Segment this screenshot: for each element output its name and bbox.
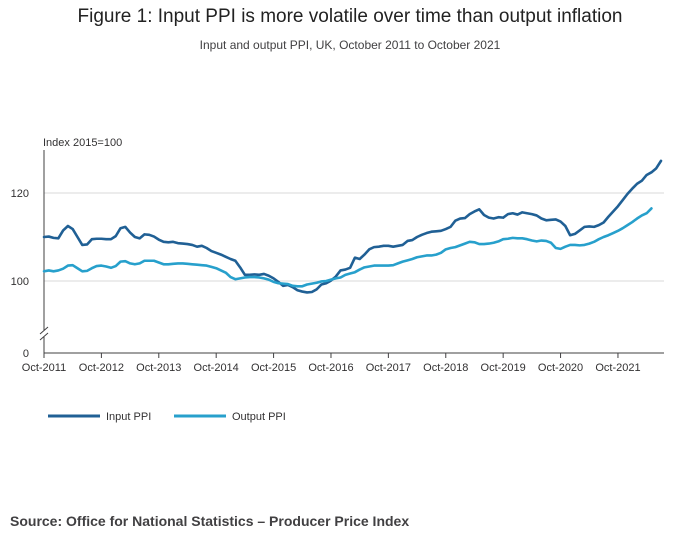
x-tick-label: Oct-2021 — [595, 362, 640, 374]
y-tick-label: 0 — [23, 348, 29, 360]
x-tick-label: Oct-2012 — [79, 362, 124, 374]
line-chart: Index 2015=100 0 100 120 Oct-2011 Oct-2012 Oc… — [11, 137, 664, 423]
x-tick-label: Oct-2013 — [136, 362, 181, 374]
x-tick-label: Oct-2018 — [423, 362, 468, 374]
x-tick-label: Oct-2015 — [251, 362, 296, 374]
axis-break-mark — [39, 326, 49, 341]
chart-title: Figure 1: Input PPI is more volatile ove… — [77, 6, 623, 27]
chart-subtitle: Input and output PPI, UK, October 2011 t… — [199, 38, 501, 52]
gridlines — [44, 192, 664, 282]
x-tick-label: Oct-2020 — [538, 362, 583, 374]
series-line-output-ppi[interactable] — [42, 207, 653, 288]
legend-label: Input PPI — [106, 411, 151, 423]
legend: Input PPI Output PPI — [48, 411, 286, 423]
y-tick-label: 100 — [11, 276, 29, 288]
y-tick-label: 120 — [11, 188, 29, 200]
series — [42, 159, 663, 294]
source-note: Source: Office for National Statistics –… — [10, 513, 410, 529]
x-tick-label: Oct-2016 — [308, 362, 353, 374]
x-tick-label: Oct-2017 — [366, 362, 411, 374]
x-tick-label: Oct-2014 — [194, 362, 239, 374]
series-line-input-ppi[interactable] — [42, 159, 663, 294]
x-tick-label: Oct-2011 — [22, 362, 66, 374]
y-axis-label: Index 2015=100 — [43, 137, 122, 149]
x-tick-label: Oct-2019 — [481, 362, 526, 374]
legend-label: Output PPI — [232, 411, 286, 423]
axes: Index 2015=100 0 100 120 Oct-2011 Oct-2012 Oc… — [11, 137, 664, 374]
